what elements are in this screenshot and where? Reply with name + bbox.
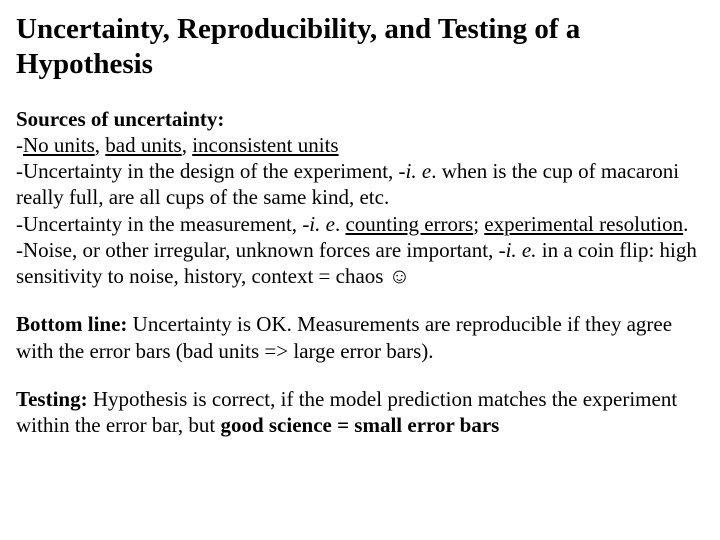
bullet-3-mid: . [335, 212, 346, 236]
bullet-1-no-units: No units [23, 133, 95, 157]
bullet-3-sep: ; [473, 212, 484, 236]
bullet-3-end: . [683, 212, 688, 236]
bullet-3-ie: -i. e [302, 212, 335, 236]
bottom-line-block: Bottom line: Uncertainty is OK. Measurem… [16, 311, 704, 364]
bullet-1-bad-units: bad units [105, 133, 181, 157]
bullet-3-counting: counting errors [345, 212, 473, 236]
testing-text-bold: good science = small error bars [220, 413, 499, 437]
bullet-2-pre: -Uncertainty in the design of the experi… [16, 159, 399, 183]
bottom-line-label: Bottom line: [16, 312, 127, 336]
bullet-1-sep2: , [182, 133, 193, 157]
bullet-1-sep1: , [95, 133, 106, 157]
bullet-2-ie: -i. e [399, 159, 432, 183]
bullet-3-exp-res: experimental resolution [484, 212, 683, 236]
bullet-4-pre: -Noise, or other irregular, unknown forc… [16, 238, 499, 262]
testing-block: Testing: Hypothesis is correct, if the m… [16, 386, 704, 439]
sources-heading: Sources of uncertainty: [16, 106, 704, 132]
sources-block: Sources of uncertainty: -No units, bad u… [16, 106, 704, 290]
bullet-1-dash: - [16, 133, 23, 157]
slide-title: Uncertainty, Reproducibility, and Testin… [16, 12, 704, 82]
bullet-4-ie: -i. e. [499, 238, 537, 262]
testing-label: Testing: [16, 387, 88, 411]
bullet-1-inconsistent: inconsistent units [192, 133, 338, 157]
bullet-3-pre: -Uncertainty in the measurement, [16, 212, 302, 236]
